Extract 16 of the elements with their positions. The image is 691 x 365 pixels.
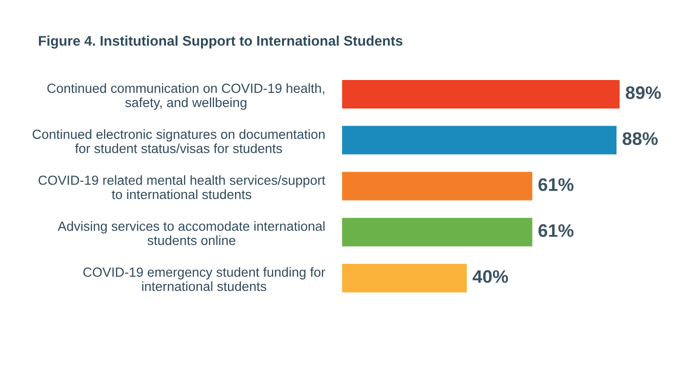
y-tick-label: Continued electronic signatures on documentation for student status/visas for students [32,129,325,154]
y-tick-label: COVID-19 emergency student funding for international students [83,267,326,292]
bar [342,264,467,292]
text: Figure 4. Institutional Support to International Students [38,36,402,49]
data-label: 88% [622,132,658,146]
y-tick-label: Continued communication on COVID-19 health, safety, and wellbeing [47,83,324,110]
data-label: 89% [626,86,661,100]
data-label: 61% [538,178,574,191]
y-tick-label: COVID-19 related mental health services/support to international students [38,175,326,200]
bar [342,126,617,154]
data-label: 61% [538,224,574,237]
bar [342,172,532,200]
bar [342,80,620,108]
y-tick-label: Advising services to accomodate international students online [58,221,325,246]
data-label: 40% [472,270,508,283]
bar [342,218,532,246]
